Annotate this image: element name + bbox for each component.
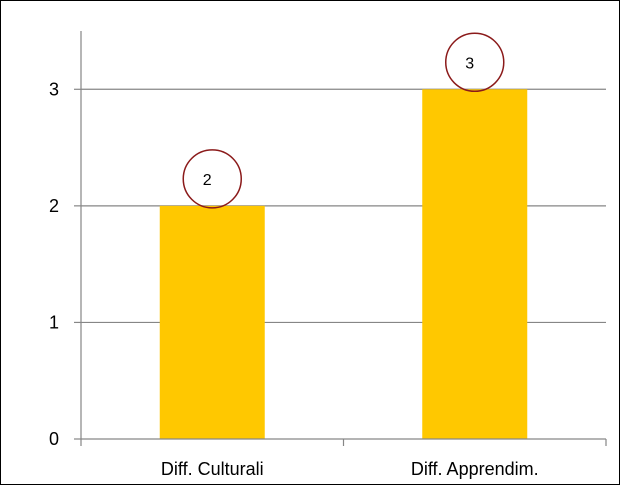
data-label-circle-0 — [182, 149, 242, 209]
x-axis-labels: Diff. Culturali Diff. Apprendim. — [161, 459, 539, 479]
y-tick-label-3: 3 — [49, 79, 59, 99]
y-tick-label-0: 0 — [49, 429, 59, 449]
x-category-label-1: Diff. Apprendim. — [411, 459, 539, 479]
data-label-0: 2 — [203, 172, 212, 189]
x-category-label-0: Diff. Culturali — [161, 459, 264, 479]
data-label-1: 3 — [465, 55, 474, 72]
y-tick-label-1: 1 — [49, 312, 59, 332]
y-axis-ticks: 0 1 2 3 — [49, 79, 81, 449]
data-label-circle-1 — [445, 32, 505, 93]
bar-0 — [159, 205, 265, 439]
bar-1 — [422, 89, 528, 440]
axes — [80, 31, 607, 446]
bar-series — [159, 89, 528, 440]
y-tick-label-2: 2 — [49, 196, 59, 216]
data-labels: 23 — [182, 32, 505, 209]
